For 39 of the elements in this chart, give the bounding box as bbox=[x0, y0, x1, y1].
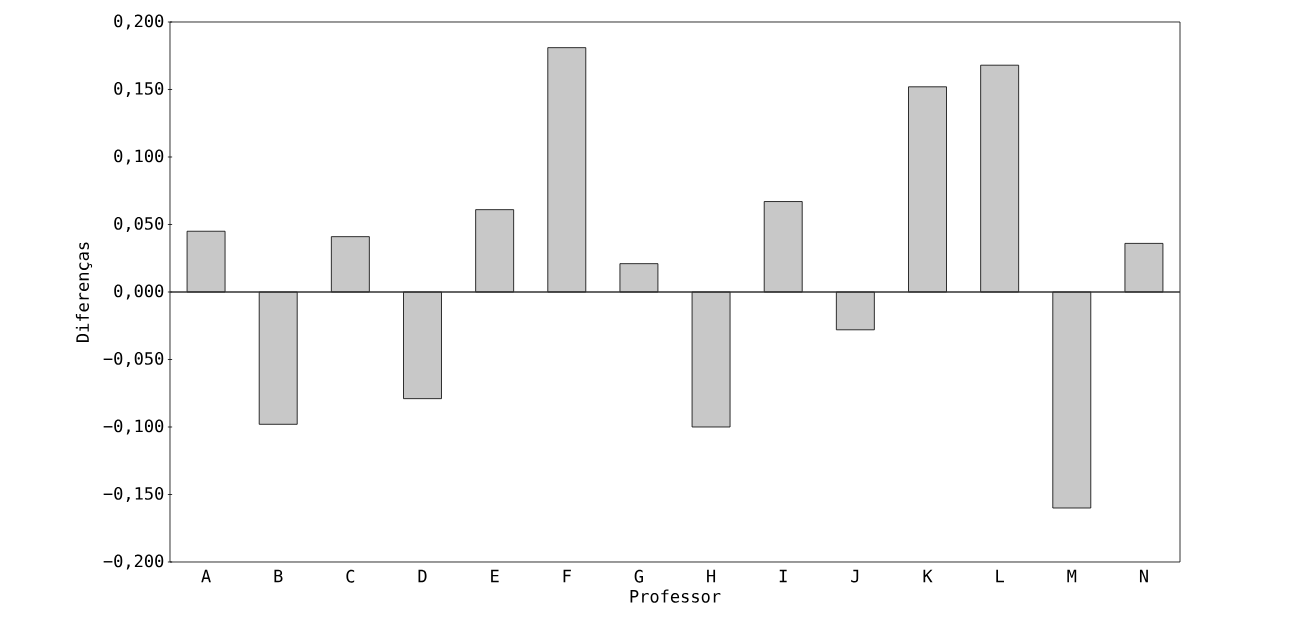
y-tick-label: −0,100 bbox=[103, 419, 164, 435]
x-tick-label: N bbox=[1139, 569, 1148, 583]
x-tick-label: I bbox=[779, 569, 787, 583]
bar bbox=[835, 291, 875, 331]
x-tick-label: M bbox=[1067, 569, 1077, 583]
bar bbox=[1124, 243, 1164, 293]
bar bbox=[908, 86, 947, 293]
x-tick-label: C bbox=[346, 569, 355, 583]
y-tick-label: −0,050 bbox=[103, 351, 164, 367]
x-tick-label: A bbox=[201, 569, 211, 583]
bar bbox=[980, 64, 1020, 293]
y-tick-label: −0,150 bbox=[103, 486, 164, 502]
y-tick-label: −0,200 bbox=[103, 554, 164, 570]
x-tick-label: L bbox=[996, 569, 1004, 583]
y-axis-title: Diferenças bbox=[75, 242, 93, 343]
x-tick-label: F bbox=[563, 569, 571, 583]
bar bbox=[258, 291, 298, 425]
x-tick-label: D bbox=[418, 569, 427, 583]
x-tick-label: G bbox=[634, 569, 643, 583]
bar bbox=[1052, 291, 1092, 509]
bar bbox=[403, 291, 442, 400]
y-tick-label: 0,100 bbox=[114, 149, 164, 165]
y-tick-label: 0,150 bbox=[114, 81, 164, 97]
bar bbox=[763, 201, 803, 293]
x-tick-label: J bbox=[851, 569, 859, 583]
x-tick-label: B bbox=[274, 569, 283, 583]
x-axis-title: Professor bbox=[630, 589, 721, 603]
bar bbox=[186, 230, 226, 293]
y-tick-label: 0,000 bbox=[114, 284, 164, 300]
bar bbox=[330, 236, 370, 293]
bar bbox=[475, 209, 515, 293]
y-tick-label: 0,200 bbox=[114, 14, 164, 30]
x-tick-label: E bbox=[491, 569, 499, 583]
y-tick-label: 0,050 bbox=[114, 216, 164, 232]
x-tick-label: H bbox=[707, 569, 716, 583]
bar bbox=[691, 291, 731, 428]
bar bbox=[619, 263, 659, 293]
x-tick-label: K bbox=[923, 569, 933, 583]
bar bbox=[547, 47, 587, 293]
